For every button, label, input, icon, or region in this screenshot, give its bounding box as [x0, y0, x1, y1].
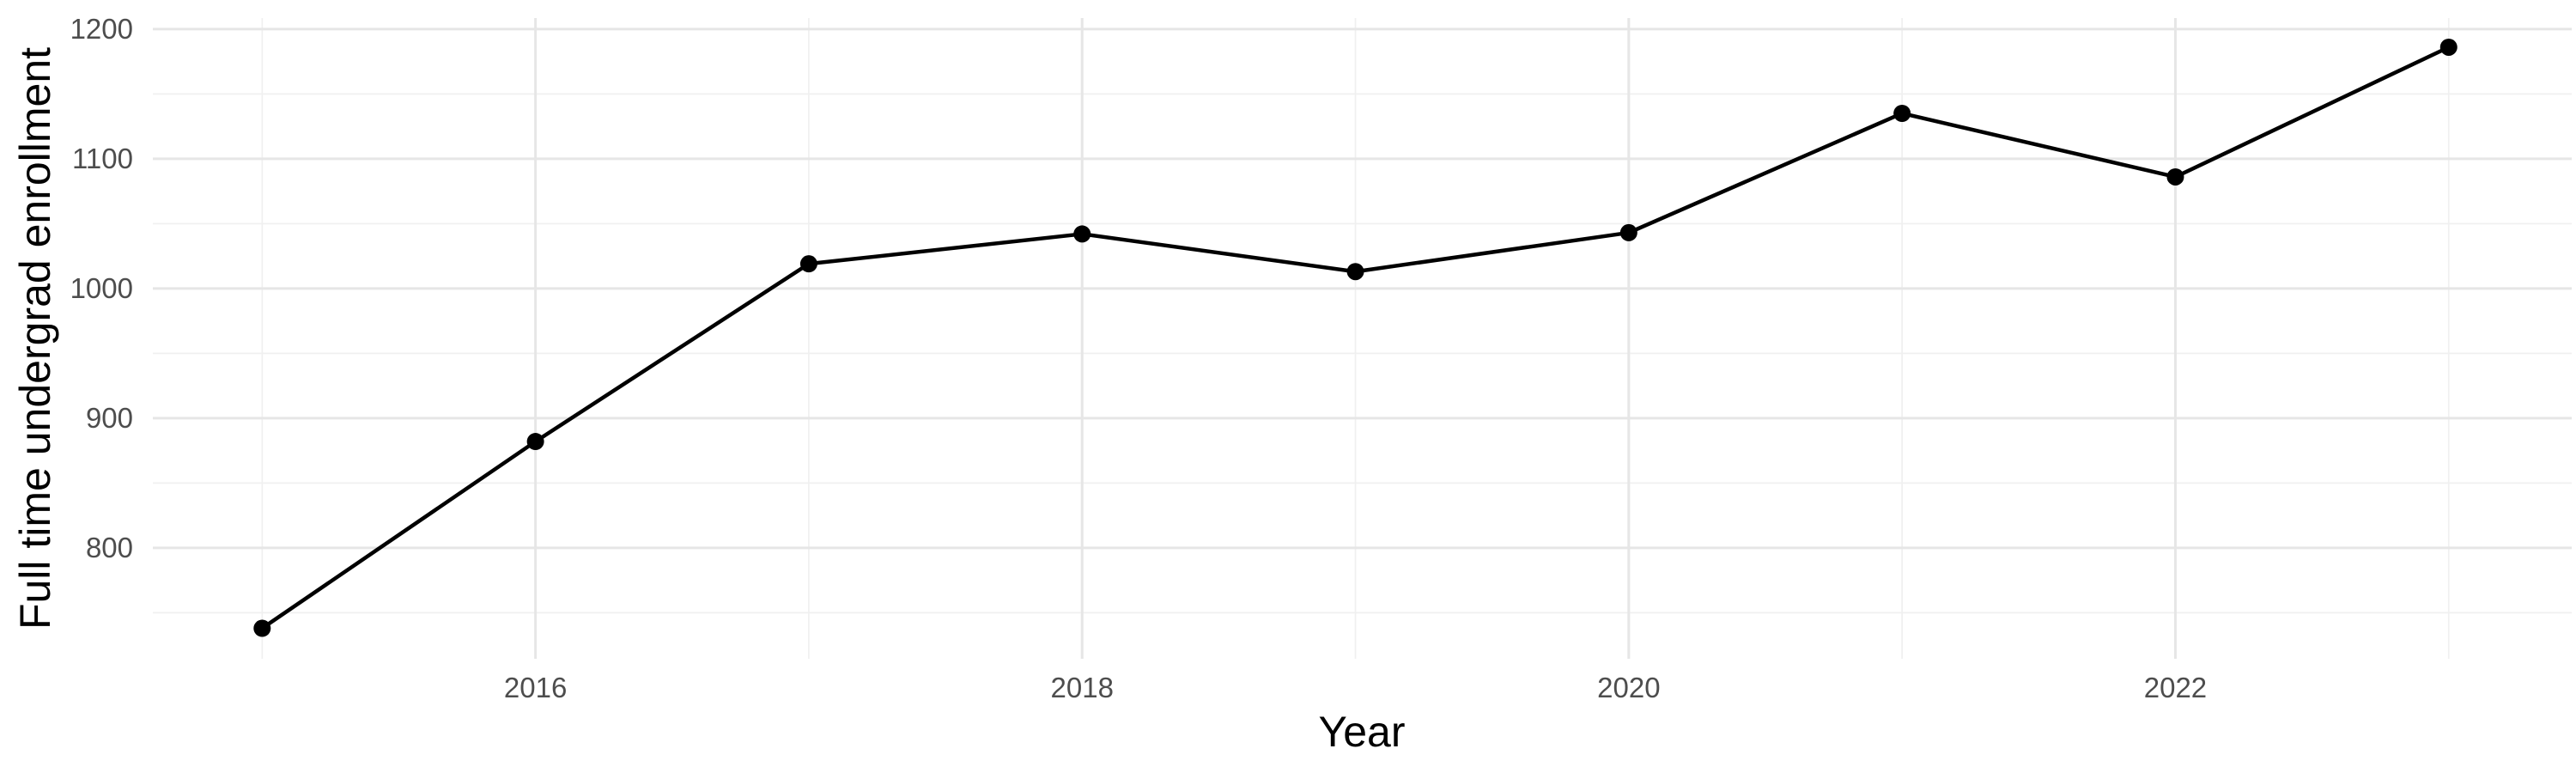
data-point — [253, 619, 271, 637]
x-tick-label: 2020 — [1597, 672, 1661, 703]
x-tick-label: 2022 — [2143, 672, 2208, 703]
data-point — [1346, 263, 1364, 281]
data-point — [799, 255, 817, 273]
y-tick-label: 1200 — [70, 12, 133, 45]
data-point — [526, 433, 544, 451]
x-tick-label: 2018 — [1050, 672, 1114, 703]
y-tick-label: 900 — [85, 401, 133, 434]
data-point — [1893, 104, 1911, 122]
x-axis-title: Year — [1318, 708, 1406, 756]
x-tick-label: 2016 — [503, 672, 568, 703]
y-tick-label: 800 — [85, 531, 133, 563]
data-point — [1619, 223, 1637, 241]
data-point — [2439, 38, 2458, 56]
y-tick-label: 1100 — [72, 142, 133, 174]
data-point — [2166, 167, 2184, 186]
data-point — [1073, 225, 1091, 243]
plot-panel — [153, 18, 2572, 659]
y-tick-label: 1000 — [70, 271, 133, 304]
